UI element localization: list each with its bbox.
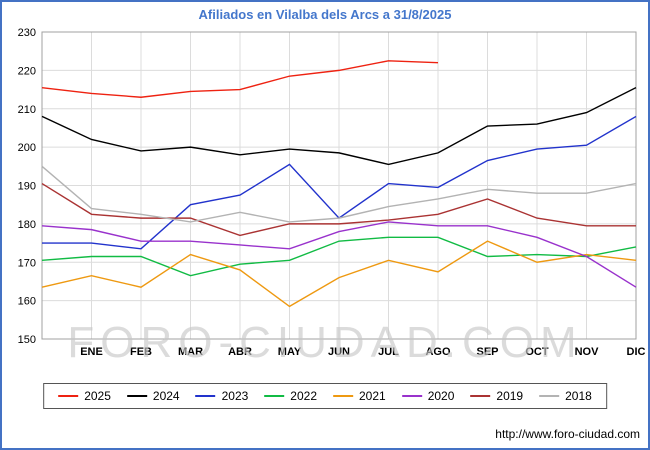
x-tick-label: AGO [425, 346, 451, 358]
legend-item-2021: 2021 [333, 389, 386, 403]
chart-title: Afiliados en Vilalba dels Arcs a 31/8/20… [198, 7, 452, 22]
series-line-2018 [41, 165, 637, 223]
series-line-2025 [41, 60, 439, 98]
y-tick-label: 190 [18, 181, 36, 193]
legend-swatch-2025 [58, 395, 79, 397]
legend-label-2022: 2022 [290, 389, 317, 403]
x-tick-label: MAR [178, 346, 203, 358]
footer-url: http://www.foro-ciudad.com [495, 427, 640, 441]
legend-item-2024: 2024 [126, 389, 180, 403]
legend-label-2020: 2020 [427, 389, 455, 403]
y-tick-label: 220 [18, 65, 36, 77]
legend: 2025 2024 2023 2022 2021 2020 2019 2018 [43, 383, 607, 409]
x-tick-label: FEB [130, 346, 152, 358]
plot-border [41, 31, 637, 340]
y-tick-label: 180 [18, 219, 36, 231]
x-tick-label: DIC [627, 346, 646, 358]
legend-label-2019: 2019 [496, 389, 524, 403]
legend-item-2018: 2018 [539, 389, 592, 403]
series-line-2021 [41, 240, 637, 308]
y-tick-label: 230 [18, 27, 36, 39]
series-line-2020 [41, 221, 637, 288]
series-line-2024 [41, 87, 637, 166]
x-tick-label: MAY [278, 346, 302, 358]
legend-label-2024: 2024 [152, 389, 180, 403]
y-tick-label: 200 [18, 142, 36, 154]
legend-swatch-2020 [401, 395, 422, 397]
series-line-2019 [41, 182, 636, 237]
y-tick-label: 160 [18, 296, 36, 308]
y-tick-label: 170 [18, 257, 36, 269]
x-tick-label: ENE [80, 346, 103, 358]
legend-item-2023: 2023 [195, 389, 249, 403]
legend-item-2020: 2020 [401, 389, 455, 403]
legend-swatch-2022 [264, 395, 285, 397]
legend-swatch-2018 [539, 395, 560, 397]
legend-swatch-2019 [470, 395, 491, 397]
x-tick-label: ABR [228, 346, 252, 358]
x-tick-label: NOV [575, 346, 600, 358]
series-line-2022 [41, 236, 637, 277]
x-tick-label: JUL [378, 346, 399, 358]
x-tick-label: OCT [525, 346, 549, 358]
legend-swatch-2023 [195, 395, 216, 397]
x-tick-label: SEP [476, 346, 498, 358]
legend-swatch-2024 [126, 395, 147, 397]
legend-label-2021: 2021 [359, 389, 386, 403]
x-tick-label: JUN [328, 346, 350, 358]
legend-swatch-2021 [333, 395, 353, 397]
legend-label-2018: 2018 [565, 389, 592, 403]
legend-label-2023: 2023 [221, 389, 249, 403]
y-tick-label: 210 [18, 104, 36, 116]
legend-item-2025: 2025 [58, 389, 111, 403]
y-tick-label: 150 [18, 334, 36, 346]
legend-label-2025: 2025 [84, 389, 111, 403]
legend-item-2022: 2022 [264, 389, 317, 403]
legend-item-2019: 2019 [470, 389, 523, 403]
